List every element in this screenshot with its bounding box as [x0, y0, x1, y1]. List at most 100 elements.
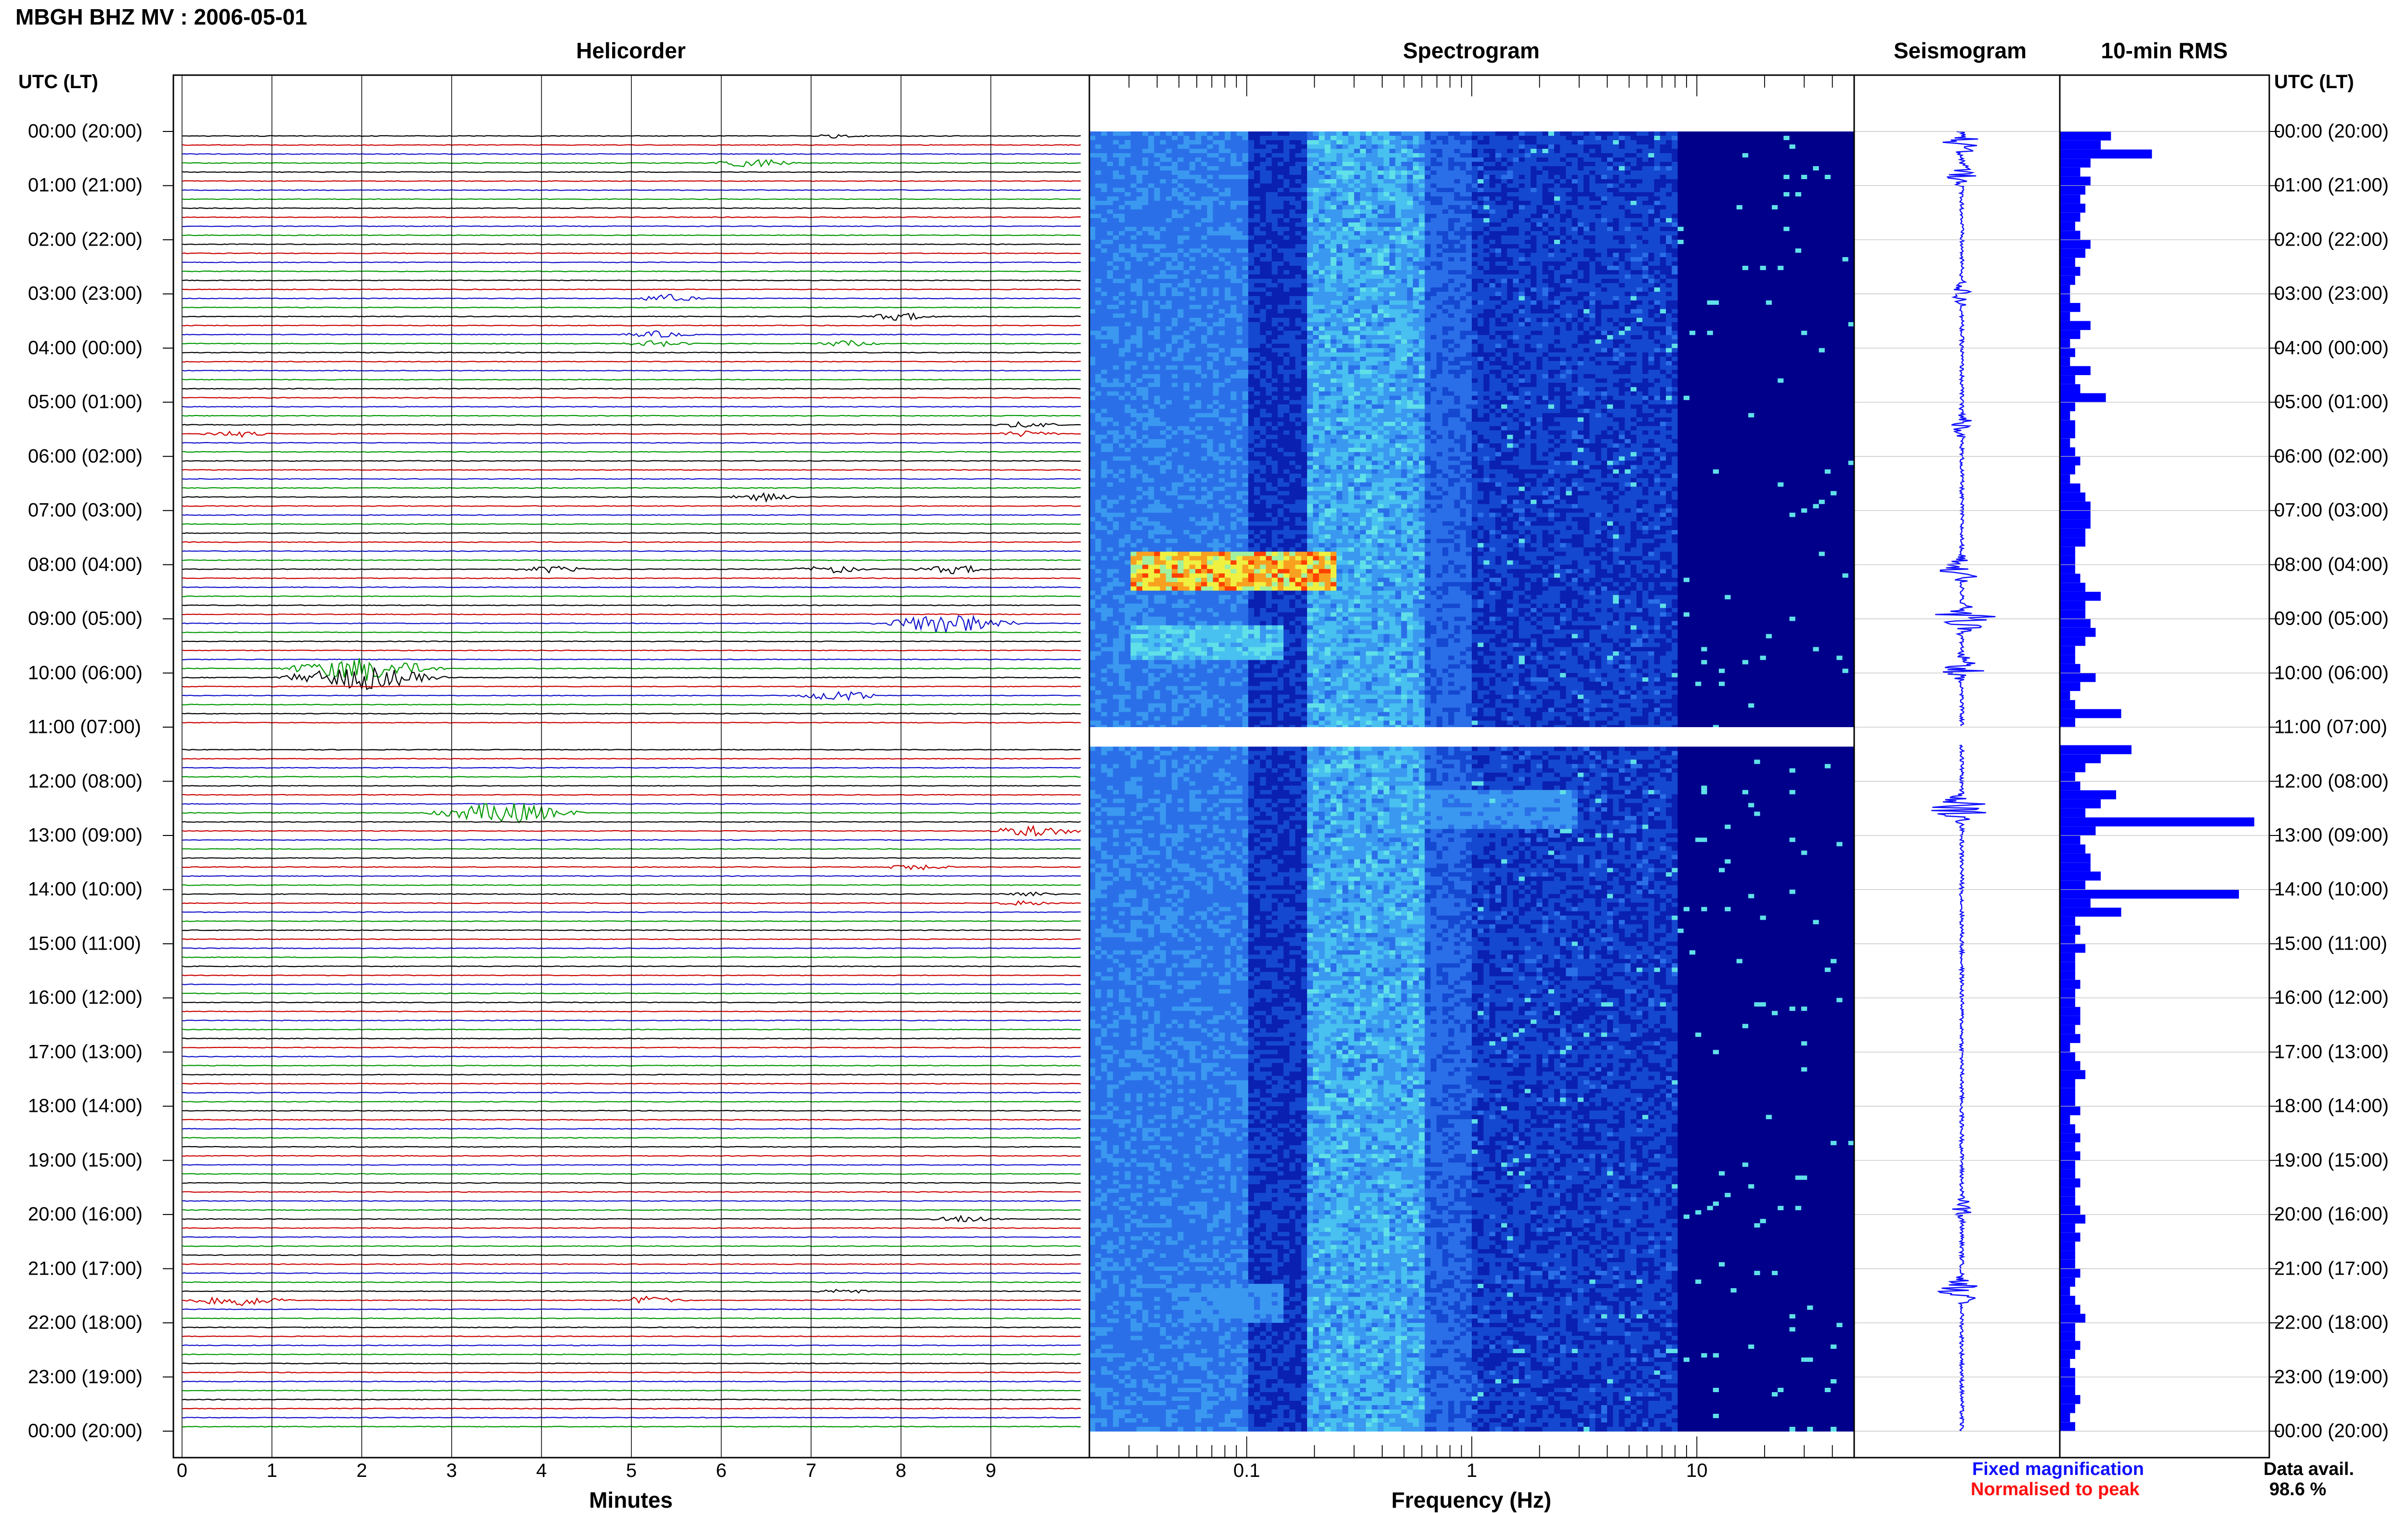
rms-bar: [2060, 1341, 2081, 1350]
rms-bar: [2060, 772, 2075, 782]
rms-frame: [2060, 75, 2269, 1458]
plot-area: [0, 0, 2408, 1512]
rms-bar: [2060, 1359, 2070, 1368]
rms-bar: [2060, 447, 2075, 457]
rms-bar: [2060, 1043, 2070, 1052]
spectrogram-x-tick-label: 1: [1466, 1460, 1477, 1482]
rms-bar: [2060, 1305, 2081, 1314]
rms-bar: [2060, 547, 2075, 556]
rms-bar: [2060, 510, 2091, 520]
rms-bar: [2060, 881, 2085, 890]
rms-bar: [2060, 1170, 2075, 1179]
rms-bar: [2060, 321, 2091, 330]
rms-bar: [2060, 610, 2085, 619]
rms-bar: [2060, 393, 2106, 403]
rms-bar: [2060, 872, 2101, 881]
rms-bar: [2060, 592, 2101, 601]
rms-bar: [2060, 754, 2101, 763]
rms-bar: [2060, 1178, 2081, 1187]
rms-bar: [2060, 1332, 2075, 1341]
rms-bar: [2060, 420, 2075, 430]
rms-bar: [2060, 1016, 2081, 1025]
rms-bar: [2060, 258, 2075, 267]
rms-bar: [2060, 565, 2075, 574]
rms-bar: [2060, 1187, 2075, 1197]
rms-bar: [2060, 763, 2085, 772]
rms-bar: [2060, 790, 2116, 799]
rms-bar: [2060, 1241, 2075, 1251]
rms-bar: [2060, 1278, 2075, 1287]
rms-bar: [2060, 853, 2091, 862]
rms-bar: [2060, 357, 2070, 366]
rms-bar: [2060, 240, 2091, 249]
rms-bar: [2060, 1124, 2075, 1134]
rms-bar: [2060, 158, 2091, 168]
rms-bar: [2060, 1197, 2075, 1206]
rms-bar: [2060, 574, 2081, 583]
rms-bar: [2060, 917, 2075, 926]
rms-bar: [2060, 889, 2239, 899]
rms-bar: [2060, 1314, 2085, 1323]
helicorder-x-tick-label: 9: [985, 1460, 996, 1482]
rms-bar: [2060, 628, 2095, 637]
rms-bar: [2060, 709, 2121, 718]
rms-bar: [2060, 1097, 2075, 1107]
data-availability-value: 98.6 %: [2269, 1479, 2326, 1500]
rms-bar: [2060, 1079, 2075, 1088]
rms-bar: [2060, 150, 2152, 159]
rms-bar: [2060, 1287, 2070, 1296]
rms-bar: [2060, 430, 2075, 439]
rms-bar: [2060, 1422, 2075, 1431]
helicorder-x-tick-label: 1: [266, 1460, 277, 1482]
rms-bar: [2060, 375, 2075, 384]
rms-bar: [2060, 745, 2132, 755]
rms-bar: [2060, 1368, 2075, 1377]
rms-bar: [2060, 1224, 2075, 1233]
rms-bar: [2060, 294, 2070, 303]
rms-bar: [2060, 926, 2081, 935]
rms-bar: [2060, 1413, 2070, 1422]
rms-bar: [2060, 835, 2081, 845]
rms-bar: [2060, 1214, 2085, 1224]
rms-bar: [2060, 799, 2101, 809]
rms-bar: [2060, 673, 2095, 682]
rms-bar: [2060, 520, 2091, 529]
rms-bar: [2060, 502, 2091, 511]
rms-bar: [2060, 131, 2111, 141]
rms-bar: [2060, 953, 2075, 962]
rms-bar: [2060, 1350, 2075, 1359]
rms-bar: [2060, 637, 2085, 646]
legend-fixed-magnification: Fixed magnification: [1972, 1459, 2144, 1480]
rms-bar: [2060, 1205, 2081, 1214]
rms-bar: [2060, 989, 2075, 998]
helicorder-x-tick-label: 2: [356, 1460, 367, 1482]
rms-bar: [2060, 1134, 2081, 1143]
rms-bar: [2060, 962, 2075, 971]
rms-bar: [2060, 782, 2081, 791]
helicorder-x-tick-label: 4: [536, 1460, 547, 1482]
rms-bar: [2060, 141, 2101, 150]
rms-bar: [2060, 818, 2254, 827]
spectrogram-data-gap: [1089, 727, 1854, 745]
rms-bar: [2060, 493, 2085, 502]
helicorder-x-axis-label: Minutes: [589, 1487, 673, 1513]
rms-bar: [2060, 249, 2085, 258]
rms-bar: [2060, 1161, 2075, 1170]
data-availability-label: Data avail.: [2264, 1459, 2354, 1480]
rms-bar: [2060, 312, 2070, 321]
helicorder-x-tick-label: 6: [716, 1460, 726, 1482]
spectrogram-x-tick-label: 10: [1686, 1460, 1708, 1482]
rms-bar: [2060, 1088, 2075, 1097]
rms-bar: [2060, 1025, 2075, 1034]
rms-bar: [2060, 718, 2075, 727]
rms-bar: [2060, 655, 2075, 664]
rms-bar: [2060, 691, 2070, 700]
rms-bar: [2060, 899, 2091, 908]
rms-bar: [2060, 438, 2070, 447]
rms-bar: [2060, 1070, 2085, 1079]
rms-bar: [2060, 908, 2121, 917]
rms-bar: [2060, 204, 2085, 213]
rms-bar: [2060, 303, 2081, 312]
rms-bar: [2060, 1142, 2075, 1151]
rms-bar: [2060, 583, 2085, 592]
